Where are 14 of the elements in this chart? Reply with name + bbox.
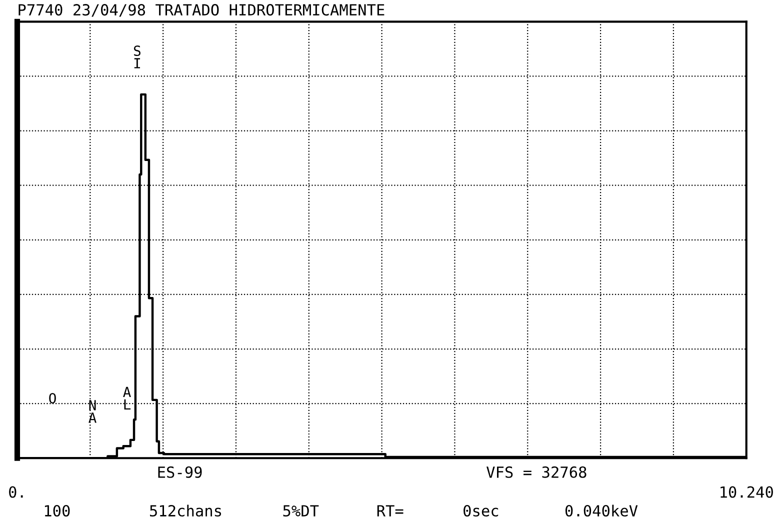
text: 100 (44, 504, 70, 517)
text: 5%DT (283, 505, 319, 517)
text: RT= (377, 505, 404, 516)
text: SI (134, 46, 140, 68)
text: ES-99 (158, 466, 202, 478)
x-tick-label: 10.240 (720, 486, 773, 498)
text: 0sec (464, 504, 498, 517)
text: 512chans (150, 504, 222, 517)
x-tick-label: 0. (9, 486, 23, 498)
chart-title: P7740 23/04/98 TRATADO HIDROTERMICAMENTE (18, 4, 384, 17)
annotation: AL (123, 386, 131, 410)
text: 0.040keV (565, 504, 638, 517)
text: VFS = 32768 (486, 466, 586, 478)
annotation: O (49, 392, 56, 404)
